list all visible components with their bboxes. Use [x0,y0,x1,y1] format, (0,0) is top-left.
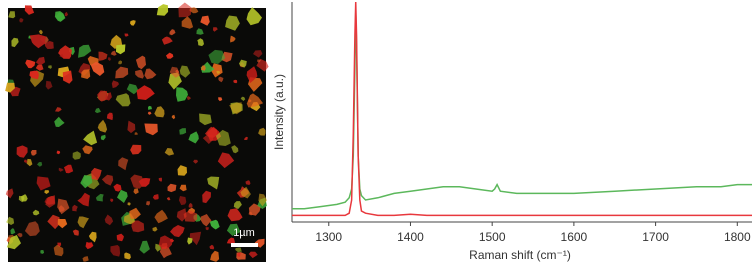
series-line [292,13,752,209]
x-tick-label: 1800 [724,230,751,244]
series-line [292,2,752,215]
scale-bar [231,243,258,247]
x-axis-label: Raman shift (cm⁻¹) [469,248,571,262]
x-tick-label: 1300 [315,230,342,244]
scale-bar-label: 1µm [233,227,255,239]
y-axis-label: Intensity (a.u.) [272,74,286,150]
figure: 1µm Intensity (a.u.) Raman shift (cm⁻¹) … [0,0,752,265]
x-tick-label: 1600 [561,230,588,244]
x-tick-label: 1500 [479,230,506,244]
x-tick-label: 1400 [397,230,424,244]
x-tick-label: 1700 [642,230,669,244]
particle [178,3,191,18]
micrograph [5,3,268,263]
